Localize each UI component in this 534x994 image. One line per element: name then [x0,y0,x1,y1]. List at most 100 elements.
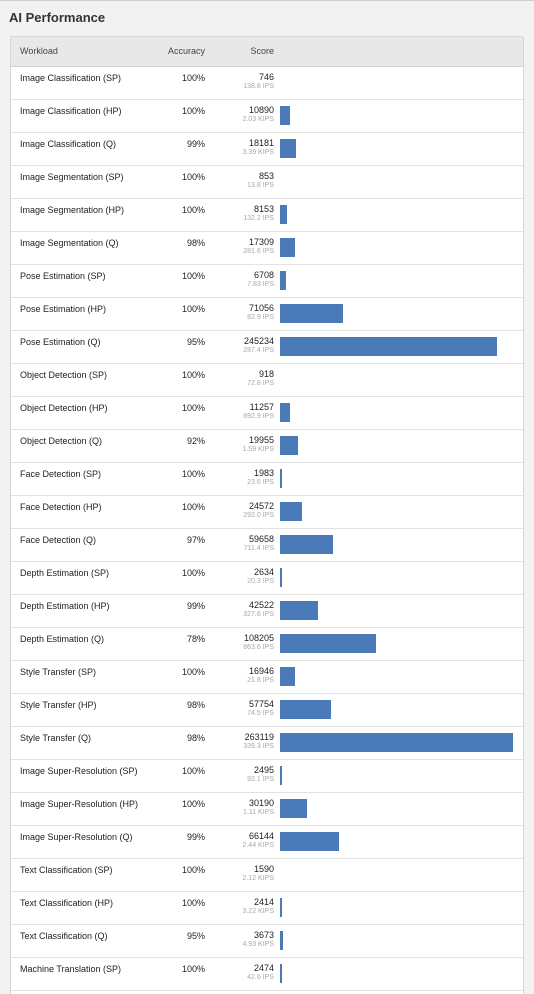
table-body: Image Classification (SP) 100% 746 138.8 IP… [11,67,523,991]
score-value: 108205 [243,633,274,643]
workload-name: Machine Translation (SP) [20,964,122,974]
workload-name: Image Super-Resolution (SP) [20,766,138,776]
accuracy-value: 100% [181,106,205,116]
workload-name: Face Detection (Q) [20,535,97,545]
score-rate: 13.8 IPS [247,182,274,189]
section-title: AI Performance [9,10,106,25]
accuracy-value: 100% [181,205,205,215]
accuracy-value: 100% [181,304,205,314]
accuracy-value: 95% [186,931,205,941]
score-value: 1590 [253,864,274,874]
table-row: Face Detection (HP) 100% 24572 292.0 IPS [11,496,523,529]
score-cell: 853 13.8 IPS [211,171,274,191]
table-row: Face Detection (Q) 97% 59658 711.4 IPS [11,529,523,562]
score-bar [280,634,376,653]
accuracy-value: 99% [186,601,205,611]
score-bar [280,106,290,125]
score-cell: 918 72.8 IPS [211,369,274,389]
table-row: Text Classification (SP) 100% 1590 2.12 KIP… [11,859,523,892]
score-cell: 8153 132.2 IPS [211,204,274,224]
score-cell: 19955 1.59 KIPS [211,435,274,455]
workload-name: Depth Estimation (Q) [20,634,105,644]
score-cell: 57754 74.5 IPS [211,699,274,719]
workload-name: Pose Estimation (Q) [20,337,101,347]
score-bar [280,931,283,950]
score-value: 853 [258,171,274,181]
table-row: Text Classification (Q) 95% 3673 4.93 KIPS [11,925,523,958]
workload-name: Text Classification (Q) [20,931,108,941]
score-cell: 24572 292.0 IPS [211,501,274,521]
score-bar [280,469,282,488]
score-rate: 3.39 KIPS [242,149,274,156]
score-cell: 263119 339.3 IPS [211,732,274,752]
accuracy-value: 98% [186,238,205,248]
score-value: 3673 [253,930,274,940]
score-rate: 2.03 KIPS [242,116,274,123]
accuracy-value: 100% [181,502,205,512]
column-header-accuracy: Accuracy [167,46,205,56]
score-rate: 92.1 IPS [247,776,274,783]
workload-name: Style Transfer (SP) [20,667,97,677]
score-rate: 132.2 IPS [243,215,274,222]
score-value: 17309 [248,237,274,247]
table-row: Object Detection (SP) 100% 918 72.8 IPS [11,364,523,397]
score-bar [280,502,302,521]
workload-name: Face Detection (HP) [20,502,102,512]
table-row: Style Transfer (HP) 98% 57754 74.5 IPS [11,694,523,727]
score-cell: 66144 2.44 KIPS [211,831,274,851]
score-value: 2495 [253,765,274,775]
score-value: 8153 [253,204,274,214]
workload-name: Pose Estimation (HP) [20,304,107,314]
accuracy-value: 100% [181,271,205,281]
score-cell: 10890 2.03 KIPS [211,105,274,125]
score-cell: 16946 21.8 IPS [211,666,274,686]
accuracy-value: 100% [181,865,205,875]
score-value: 6708 [253,270,274,280]
score-value: 263119 [244,732,274,742]
score-cell: 108205 863.6 IPS [211,633,274,653]
score-bar [280,766,282,785]
score-value: 1983 [253,468,274,478]
table-row: Pose Estimation (HP) 100% 71056 82.9 IPS [11,298,523,331]
accuracy-value: 99% [186,832,205,842]
workload-name: Depth Estimation (HP) [20,601,110,611]
score-rate: 20.3 IPS [247,578,274,585]
score-rate: 21.8 IPS [247,677,274,684]
table-row: Image Segmentation (Q) 98% 17309 281.6 IPS [11,232,523,265]
workload-name: Face Detection (SP) [20,469,102,479]
accuracy-value: 95% [186,337,205,347]
score-bar [280,568,282,587]
score-rate: 292.0 IPS [243,512,274,519]
score-cell: 245234 287.4 IPS [211,336,274,356]
table-row: Machine Translation (SP) 100% 2474 42.6 IPS [11,958,523,991]
score-cell: 3673 4.93 KIPS [211,930,274,950]
score-rate: 72.8 IPS [247,380,274,387]
score-bar [280,601,318,620]
score-bar [280,667,295,686]
score-rate: 2.12 KIPS [242,875,274,882]
score-rate: 82.9 IPS [247,314,274,321]
score-bar [280,733,513,752]
score-bar [280,337,497,356]
table-row: Image Classification (Q) 99% 18181 3.39 KIP… [11,133,523,166]
score-value: 10890 [248,105,274,115]
score-value: 746 [258,72,274,82]
score-rate: 4.93 KIPS [242,941,274,948]
score-rate: 892.9 IPS [243,413,274,420]
score-value: 918 [258,369,274,379]
table-row: Object Detection (HP) 100% 11257 892.9 IPS [11,397,523,430]
column-header-workload: Workload [20,46,58,56]
accuracy-value: 97% [186,535,205,545]
score-rate: 138.8 IPS [243,83,274,90]
score-bar [280,271,286,290]
score-cell: 59658 711.4 IPS [211,534,274,554]
score-value: 2634 [253,567,274,577]
workload-name: Object Detection (SP) [20,370,108,380]
accuracy-value: 100% [181,370,205,380]
table-row: Image Segmentation (SP) 100% 853 13.8 IPS [11,166,523,199]
score-rate: 863.6 IPS [243,644,274,651]
table-row: Pose Estimation (Q) 95% 245234 287.4 IPS [11,331,523,364]
score-bar [280,898,282,917]
accuracy-value: 100% [181,172,205,182]
